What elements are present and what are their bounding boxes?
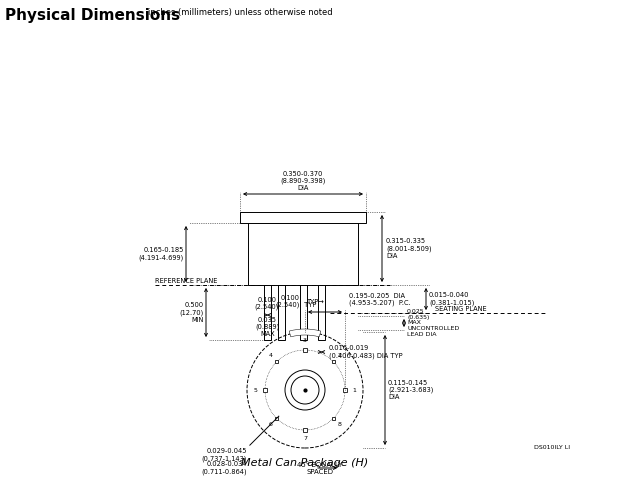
Text: TYP: TYP	[302, 302, 316, 308]
Text: 0.028-0.034
(0.711-0.864): 0.028-0.034 (0.711-0.864)	[201, 461, 247, 475]
Wedge shape	[289, 329, 321, 337]
Text: 6: 6	[268, 422, 272, 427]
Text: inches (millimeters) unless otherwise noted: inches (millimeters) unless otherwise no…	[148, 8, 333, 17]
Text: 5: 5	[254, 387, 258, 393]
Text: 3: 3	[303, 338, 307, 344]
Text: TYP→: TYP→	[307, 299, 324, 305]
Text: 0.025
(0.635)
MAX
UNCONTROLLED
LEAD DIA: 0.025 (0.635) MAX UNCONTROLLED LEAD DIA	[407, 309, 460, 337]
Bar	[275, 417, 278, 420]
Text: REFERENCE PLANE: REFERENCE PLANE	[155, 278, 218, 284]
Bar	[332, 360, 335, 363]
Bar	[278, 285, 285, 340]
Bar	[318, 285, 325, 340]
Circle shape	[285, 370, 325, 410]
Text: 0.350-0.370
(8.890-9.398)
DIA: 0.350-0.370 (8.890-9.398) DIA	[280, 170, 326, 191]
Bar	[240, 212, 366, 223]
Text: 0.015-0.040
(0.381-1.015): 0.015-0.040 (0.381-1.015)	[429, 292, 474, 306]
Bar	[343, 388, 347, 392]
Bar	[300, 285, 307, 340]
Text: 2: 2	[338, 353, 342, 358]
Bar	[303, 348, 307, 352]
Text: 0.100
(2.540): 0.100 (2.540)	[276, 295, 300, 308]
Text: 4: 4	[268, 353, 273, 358]
Bar	[264, 285, 271, 340]
Text: 0.115-0.145
(2.921-3.683)
DIA: 0.115-0.145 (2.921-3.683) DIA	[388, 380, 433, 400]
Text: 0.016-0.019
(0.406-0.483) DIA TYP: 0.016-0.019 (0.406-0.483) DIA TYP	[329, 345, 403, 359]
Circle shape	[291, 376, 319, 404]
Text: 0.195-0.205  DIA
(4.953-5.207)  P.C.: 0.195-0.205 DIA (4.953-5.207) P.C.	[349, 292, 411, 306]
Text: Physical Dimensions: Physical Dimensions	[5, 8, 180, 23]
Bar	[248, 223, 358, 285]
Text: 45° EQUALLY
SPACED: 45° EQUALLY SPACED	[298, 461, 342, 475]
Text: 0.165-0.185
(4.191-4.699): 0.165-0.185 (4.191-4.699)	[139, 247, 184, 261]
Text: 1: 1	[352, 387, 356, 393]
Text: 8: 8	[338, 422, 342, 427]
Text: SEATING PLANE: SEATING PLANE	[435, 306, 486, 312]
Bar	[332, 417, 335, 420]
Text: Metal Can Package (H): Metal Can Package (H)	[241, 458, 369, 468]
Bar	[303, 428, 307, 432]
Text: 0.500
(12.70)
MIN: 0.500 (12.70) MIN	[180, 302, 204, 323]
Text: 0.035
(0.889)
MAX: 0.035 (0.889) MAX	[255, 317, 280, 337]
Text: 0.029-0.045
(0.737-1.143): 0.029-0.045 (0.737-1.143)	[202, 448, 247, 462]
Bar	[263, 388, 267, 392]
Text: 0.100
(2.540): 0.100 (2.540)	[255, 297, 279, 310]
Bar	[275, 360, 278, 363]
Text: 0.315-0.335
(8.001-8.509)
DIA: 0.315-0.335 (8.001-8.509) DIA	[386, 238, 431, 259]
Text: DS010ILY LI: DS010ILY LI	[534, 445, 570, 450]
Text: 7: 7	[303, 436, 307, 442]
